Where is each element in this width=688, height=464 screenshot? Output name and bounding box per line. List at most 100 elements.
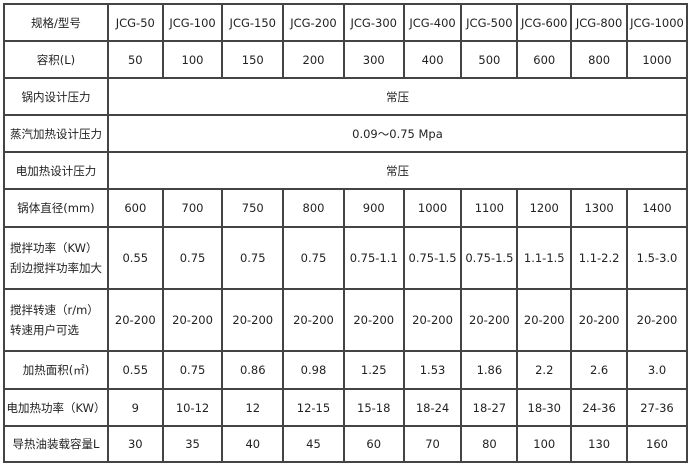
table-cell: 3.0	[626, 350, 688, 390]
table-cell: 1.5-3.0	[626, 226, 688, 290]
table-cell: 60	[342, 425, 405, 463]
table-cell: 300	[342, 40, 405, 79]
table-cell: 1.86	[460, 350, 519, 390]
table-row: 锅内设计压力 常压	[3, 77, 688, 116]
merged-value: 常压	[106, 77, 688, 116]
table-cell: 20-200	[460, 288, 519, 352]
table-cell: 700	[161, 188, 224, 228]
table-cell: 45	[282, 425, 345, 463]
table-cell: 130	[570, 425, 629, 463]
table-row: 电加热功率（KW） 9 10-12 12 12-15 15-18 18-24 18-27 18-…	[3, 388, 688, 427]
model-header: JCG-300	[342, 3, 405, 42]
row-label: 电加热功率（KW）	[3, 388, 109, 427]
row-label: 锅内设计压力	[3, 77, 109, 116]
table-cell: 30	[106, 425, 164, 463]
table-cell: 1.53	[402, 350, 463, 390]
table-cell: 1.1-1.5	[516, 226, 573, 290]
table-cell: 80	[460, 425, 519, 463]
row-label: 搅拌转速（r/m） 转速用户可选	[3, 288, 109, 352]
table-cell: 18-24	[402, 388, 463, 427]
table-cell: 0.75-1.1	[342, 226, 405, 290]
table-cell: 400	[402, 40, 463, 79]
table-cell: 24-36	[570, 388, 629, 427]
table-cell: 20-200	[342, 288, 405, 352]
spec-table: 规格/型号 JCG-50 JCG-100 JCG-150 JCG-200 JCG-300 J…	[3, 3, 688, 463]
table-row: 搅拌转速（r/m） 转速用户可选 20-200 20-200 20-200 20-200 2…	[3, 288, 688, 352]
table-cell: 0.75	[221, 226, 285, 290]
table-cell: 1.1-2.2	[570, 226, 629, 290]
table-cell: 18-27	[460, 388, 519, 427]
table-cell: 800	[570, 40, 629, 79]
table-cell: 20-200	[282, 288, 345, 352]
table-cell: 50	[106, 40, 164, 79]
table-cell: 10-12	[161, 388, 224, 427]
model-header: JCG-150	[221, 3, 285, 42]
table-cell: 20-200	[516, 288, 573, 352]
table-cell: 1000	[402, 188, 463, 228]
table-cell: 70	[402, 425, 463, 463]
table-cell: 0.75	[161, 226, 224, 290]
model-header: JCG-1000	[626, 3, 688, 42]
model-header: JCG-600	[516, 3, 573, 42]
model-header: JCG-400	[402, 3, 463, 42]
table-row: 锅体直径(mm) 600 700 750 800 900 1000 1100 1200 1300 1…	[3, 188, 688, 228]
table-cell: 12	[221, 388, 285, 427]
table-cell: 27-36	[626, 388, 688, 427]
table-cell: 20-200	[221, 288, 285, 352]
table-cell: 20-200	[570, 288, 629, 352]
table-row: 加热面积(㎡) 0.55 0.75 0.86 0.98 1.25 1.53 1.86 2.2 2.…	[3, 350, 688, 390]
table-row: 导热油装载容量L 30 35 40 45 60 70 80 100 130 160	[3, 425, 688, 463]
row-label: 容积(L)	[3, 40, 109, 79]
table-cell: 40	[221, 425, 285, 463]
table-cell: 200	[282, 40, 345, 79]
table-cell: 150	[221, 40, 285, 79]
row-label-line: 转速用户可选	[10, 323, 79, 337]
table-cell: 0.86	[221, 350, 285, 390]
row-label: 搅拌功率（KW） 刮边搅拌功率加大	[3, 226, 109, 290]
table-cell: 1000	[626, 40, 688, 79]
table-cell: 750	[221, 188, 285, 228]
row-label: 规格/型号	[3, 3, 109, 42]
table-cell: 0.55	[106, 226, 164, 290]
table-cell: 1300	[570, 188, 629, 228]
table-cell: 20-200	[106, 288, 164, 352]
model-header: JCG-500	[460, 3, 519, 42]
table-cell: 100	[516, 425, 573, 463]
table-cell: 1200	[516, 188, 573, 228]
table-cell: 20-200	[626, 288, 688, 352]
table-cell: 100	[161, 40, 224, 79]
merged-value: 0.09～0.75 Mpa	[106, 114, 688, 153]
row-label: 电加热设计压力	[3, 151, 109, 190]
table-cell: 0.75	[282, 226, 345, 290]
row-label-line: 搅拌转速（r/m）	[10, 303, 99, 317]
table-cell: 0.75	[161, 350, 224, 390]
model-header: JCG-200	[282, 3, 345, 42]
table-cell: 20-200	[161, 288, 224, 352]
table-cell: 20-200	[402, 288, 463, 352]
table-cell: 35	[161, 425, 224, 463]
table-row: 容积(L) 50 100 150 200 300 400 500 600 800 1000	[3, 40, 688, 79]
table-cell: 0.75-1.5	[460, 226, 519, 290]
row-label-line: 刮边搅拌功率加大	[10, 261, 102, 275]
model-header: JCG-100	[161, 3, 224, 42]
row-label: 蒸汽加热设计压力	[3, 114, 109, 153]
row-label: 加热面积(㎡)	[3, 350, 109, 390]
table-cell: 15-18	[342, 388, 405, 427]
table-cell: 9	[106, 388, 164, 427]
row-label-line: 搅拌功率（KW）	[10, 241, 98, 255]
table-cell: 18-30	[516, 388, 573, 427]
merged-value: 常压	[106, 151, 688, 190]
table-cell: 160	[626, 425, 688, 463]
model-header: JCG-800	[570, 3, 629, 42]
table-cell: 500	[460, 40, 519, 79]
table-cell: 2.2	[516, 350, 573, 390]
header-row: 规格/型号 JCG-50 JCG-100 JCG-150 JCG-200 JCG-300 J…	[3, 3, 688, 42]
table-cell: 1400	[626, 188, 688, 228]
table-cell: 1.25	[342, 350, 405, 390]
table-cell: 0.75-1.5	[402, 226, 463, 290]
row-label: 锅体直径(mm)	[3, 188, 109, 228]
table-cell: 800	[282, 188, 345, 228]
table-cell: 0.98	[282, 350, 345, 390]
table-cell: 900	[342, 188, 405, 228]
table-cell: 600	[106, 188, 164, 228]
